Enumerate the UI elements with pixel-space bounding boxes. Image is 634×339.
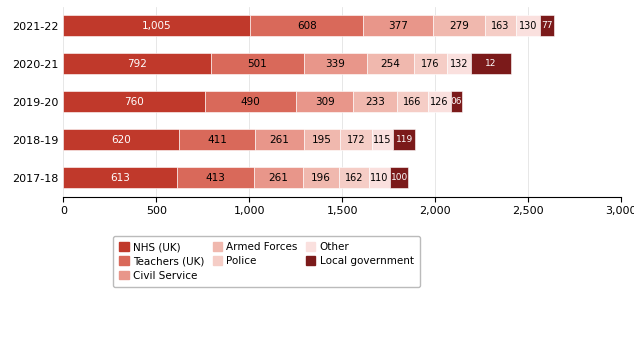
Bar xyxy=(427,91,451,112)
Bar xyxy=(393,129,415,150)
Bar xyxy=(63,129,179,150)
Text: 760: 760 xyxy=(124,97,144,107)
Bar xyxy=(372,129,393,150)
Bar xyxy=(472,53,511,74)
Bar xyxy=(255,129,304,150)
Text: 1,005: 1,005 xyxy=(142,21,172,31)
Text: 06: 06 xyxy=(451,97,462,106)
Bar xyxy=(447,53,472,74)
Text: 163: 163 xyxy=(491,21,510,31)
Text: 126: 126 xyxy=(430,97,448,107)
Text: 339: 339 xyxy=(325,59,346,69)
Text: 172: 172 xyxy=(347,135,365,145)
Text: 119: 119 xyxy=(396,135,413,144)
Bar xyxy=(340,129,372,150)
Bar xyxy=(63,15,250,36)
Text: 115: 115 xyxy=(373,135,392,145)
Text: 233: 233 xyxy=(365,97,385,107)
Text: 196: 196 xyxy=(311,173,331,183)
Text: 77: 77 xyxy=(541,21,553,30)
Bar xyxy=(367,53,414,74)
Bar xyxy=(63,91,205,112)
Text: 261: 261 xyxy=(269,173,288,183)
Bar xyxy=(486,15,515,36)
Bar xyxy=(63,53,210,74)
Bar xyxy=(339,167,370,188)
Bar xyxy=(63,167,178,188)
Bar xyxy=(178,167,254,188)
Text: 100: 100 xyxy=(391,173,408,182)
Bar xyxy=(250,15,363,36)
Bar xyxy=(254,167,303,188)
Text: 176: 176 xyxy=(421,59,440,69)
Bar xyxy=(304,53,367,74)
Text: 166: 166 xyxy=(403,97,421,107)
Bar xyxy=(414,53,447,74)
Text: 195: 195 xyxy=(312,135,332,145)
Text: 613: 613 xyxy=(110,173,131,183)
Bar xyxy=(296,91,353,112)
Text: 12: 12 xyxy=(486,59,497,68)
Bar xyxy=(515,15,540,36)
Text: 411: 411 xyxy=(207,135,227,145)
Bar xyxy=(390,167,408,188)
Text: 261: 261 xyxy=(269,135,289,145)
Bar xyxy=(304,129,340,150)
Bar xyxy=(205,91,296,112)
Text: 501: 501 xyxy=(247,59,267,69)
Bar xyxy=(434,15,486,36)
Bar xyxy=(179,129,255,150)
Bar xyxy=(353,91,397,112)
Text: 608: 608 xyxy=(297,21,317,31)
Bar xyxy=(451,91,462,112)
Text: 377: 377 xyxy=(389,21,408,31)
Bar xyxy=(363,15,434,36)
Text: 413: 413 xyxy=(206,173,226,183)
Text: 279: 279 xyxy=(450,21,469,31)
Text: 132: 132 xyxy=(450,59,469,69)
Text: 130: 130 xyxy=(519,21,537,31)
Text: 490: 490 xyxy=(240,97,260,107)
Bar xyxy=(370,167,390,188)
Legend: NHS (UK), Teachers (UK), Civil Service, Armed Forces, Police, Other, Local gover: NHS (UK), Teachers (UK), Civil Service, … xyxy=(113,236,420,287)
Bar xyxy=(210,53,304,74)
Text: 309: 309 xyxy=(314,97,335,107)
Bar xyxy=(303,167,339,188)
Text: 162: 162 xyxy=(345,173,363,183)
Text: 792: 792 xyxy=(127,59,147,69)
Bar xyxy=(540,15,554,36)
Text: 254: 254 xyxy=(380,59,401,69)
Bar xyxy=(397,91,427,112)
Text: 110: 110 xyxy=(370,173,389,183)
Text: 620: 620 xyxy=(111,135,131,145)
